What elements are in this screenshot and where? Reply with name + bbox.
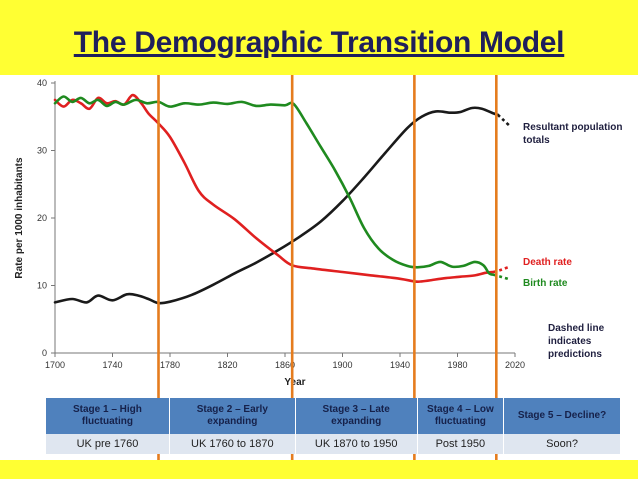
stage-header-cell: Stage 4 – Low fluctuating [417, 398, 505, 434]
stages-table: Stage 1 – High fluctuating Stage 2 – Early… [46, 398, 621, 454]
stage-header-row: Stage 1 – High fluctuating Stage 2 – Early… [46, 398, 621, 434]
slide-title: The Demographic Transition Model [73, 26, 565, 59]
dashed-line-note: Dashed line indicates predictions [548, 323, 605, 360]
x-tick-label: 1780 [160, 360, 180, 370]
y-tick-label: 0 [42, 348, 47, 358]
x-tick-label: 1860 [275, 360, 295, 370]
x-tick-label: 2020 [505, 360, 525, 370]
demographic-transition-chart: 0 10 20 30 40 1700 1740 1780 1820 1860 1900 1940 198… [14, 75, 622, 460]
y-tick-label: 40 [37, 78, 47, 88]
birth-rate-prediction-line [493, 273, 509, 281]
x-tick-label: 1740 [102, 360, 122, 370]
stage-period-cell: UK 1870 to 1950 [295, 434, 418, 454]
death-rate-line [53, 93, 495, 283]
stage-header-cell: Stage 5 – Decline? [503, 398, 621, 434]
stage-header-cell: Stage 3 – Late expanding [295, 398, 418, 434]
stage-period-cell: Post 1950 [417, 434, 505, 454]
x-tick-label: 1900 [332, 360, 352, 370]
stage-period-cell: UK 1760 to 1870 [169, 434, 296, 454]
y-tick-label: 30 [37, 146, 47, 156]
stage-header-cell: Stage 2 – Early expanding [169, 398, 296, 434]
death-rate-label: Death rate [523, 257, 572, 268]
stage-period-row: UK pre 1760 UK 1760 to 1870 UK 1870 to 195… [46, 434, 621, 454]
birth-rate-line [53, 95, 495, 276]
y-tick-label: 20 [37, 213, 47, 223]
stage-period-cell: UK pre 1760 [46, 434, 170, 454]
x-tick-label: 1980 [447, 360, 467, 370]
resultant-population-totals-prediction-line [496, 113, 511, 127]
x-tick-label: 1820 [217, 360, 237, 370]
stage-header-cell: Stage 1 – High fluctuating [46, 398, 170, 434]
death-rate-prediction-line [493, 266, 509, 274]
population-label: Resultant population totals [523, 122, 622, 146]
chart-panel: 0 10 20 30 40 1700 1740 1780 1820 1860 1900 1940 198… [0, 75, 638, 460]
y-tick-label: 10 [37, 281, 47, 291]
birth-rate-label: Birth rate [523, 278, 568, 289]
stage-period-cell: Soon? [503, 434, 621, 454]
x-tick-label: 1940 [390, 360, 410, 370]
x-tick-label: 1700 [45, 360, 65, 370]
resultant-population-totals-line [53, 106, 500, 305]
y-axis-title: Rate per 1000 inhabitants [14, 157, 25, 279]
x-axis-title: Year [284, 377, 305, 388]
